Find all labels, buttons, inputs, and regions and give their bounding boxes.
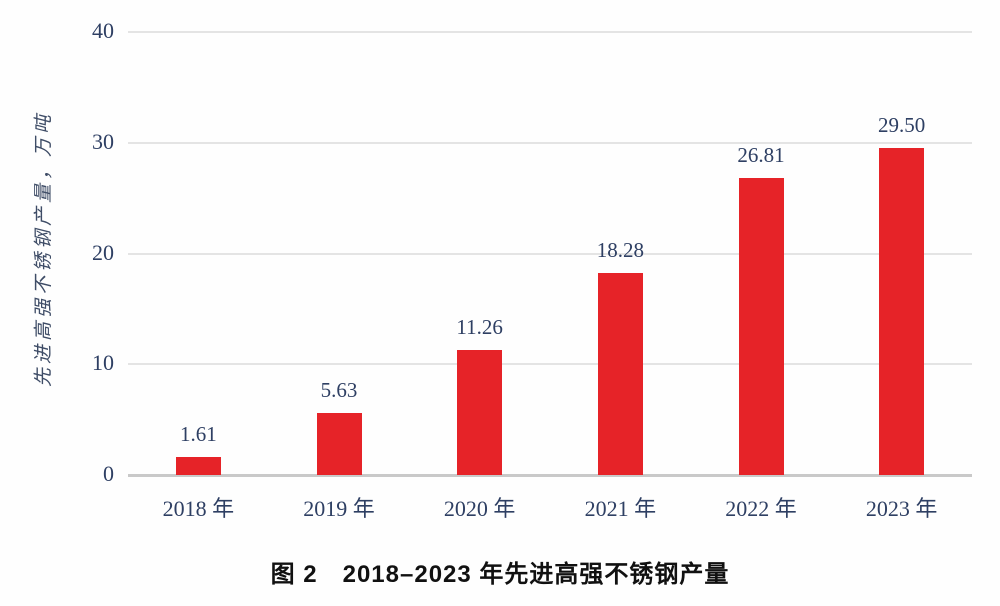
x-axis-baseline xyxy=(128,474,972,477)
y-axis-tick-label: 0 xyxy=(103,461,114,486)
y-axis-tick-label: 20 xyxy=(92,239,114,265)
bar-value-label: 26.81 xyxy=(737,143,785,168)
bar-2023年 xyxy=(879,148,925,475)
bar-value-label: 18.28 xyxy=(596,237,644,262)
x-axis-tick-label: 2019 年 xyxy=(303,496,375,521)
x-axis-tick-label: 2018 年 xyxy=(162,496,235,521)
gridline-y-10 xyxy=(128,363,972,366)
figure-caption: 图 2 2018–2023 年先进高强不锈钢产量 xyxy=(270,561,730,588)
y-axis-tick-label: 10 xyxy=(92,350,114,376)
y-axis-tick-label: 30 xyxy=(92,128,114,154)
bar-value-label: 5.63 xyxy=(320,377,358,402)
bar-2021年 xyxy=(597,272,643,475)
bar-value-label: 29.50 xyxy=(878,113,926,138)
x-axis-tick-label: 2023 年 xyxy=(865,496,938,521)
bar-2022年 xyxy=(738,178,784,475)
bar-value-label: 1.61 xyxy=(179,422,217,447)
gridline-y-30 xyxy=(128,141,972,144)
bar-2018年 xyxy=(175,457,221,475)
x-axis-tick-label: 2021 年 xyxy=(584,496,657,521)
gridline-y-40 xyxy=(128,31,972,33)
bar-2020年 xyxy=(457,350,503,475)
x-axis-tick-label: 2020 年 xyxy=(443,496,516,521)
y-axis-tick-label: 40 xyxy=(92,18,114,43)
bar-2019年 xyxy=(316,412,362,475)
gridline-y-20 xyxy=(128,252,972,255)
x-axis-tick-label: 2022 年 xyxy=(725,496,797,521)
bar-value-label: 11.26 xyxy=(456,315,503,340)
